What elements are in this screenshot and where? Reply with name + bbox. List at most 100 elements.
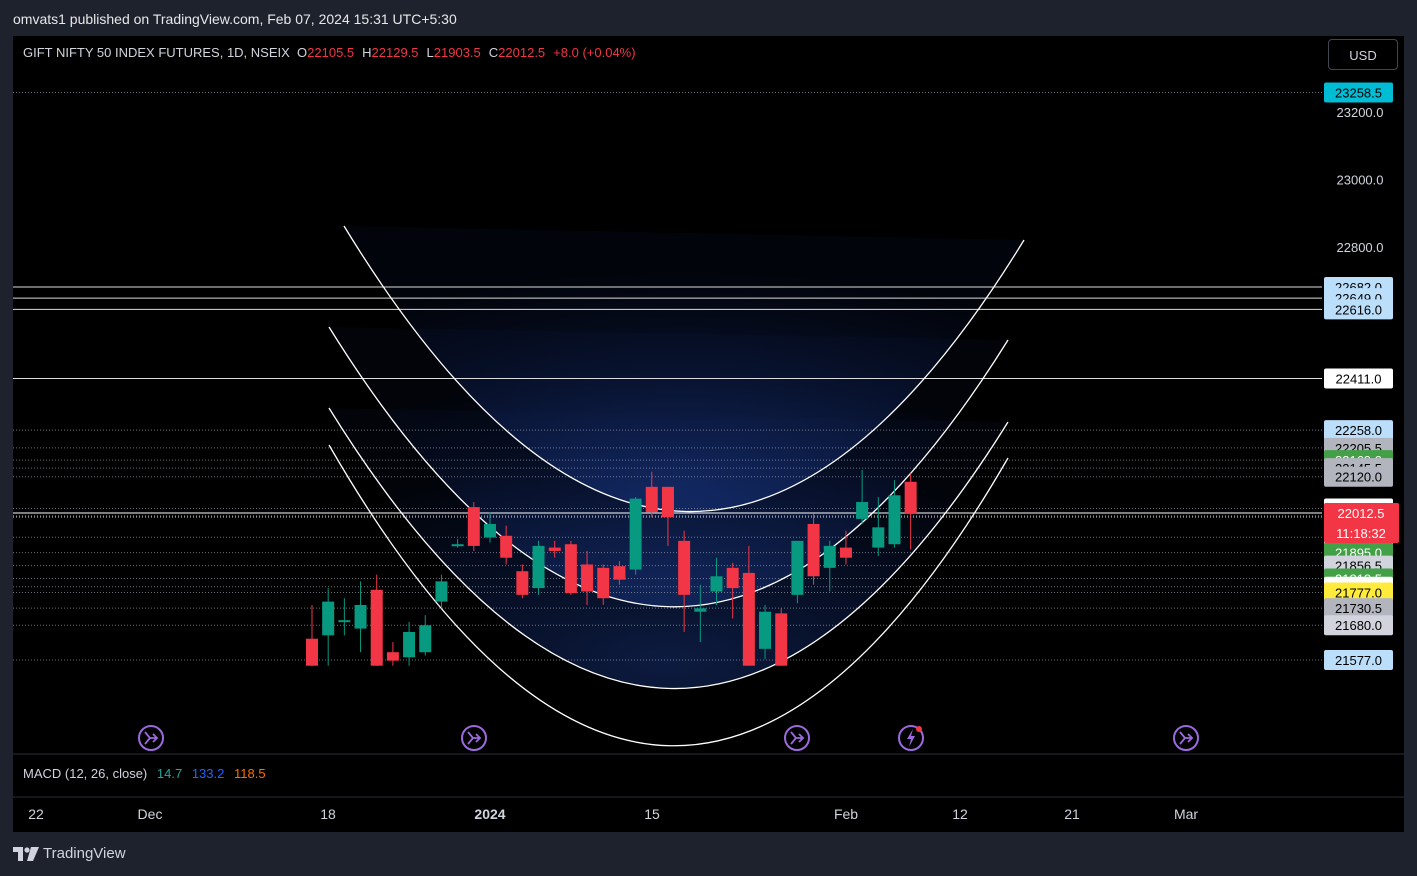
event-arrow-icon[interactable] [138, 725, 164, 751]
publisher-text: omvats1 published on TradingView.com, Fe… [13, 11, 457, 27]
candle[interactable] [856, 469, 869, 524]
price-label-text: 22411.0 [1335, 372, 1381, 387]
candle-body [839, 547, 852, 558]
candle-body [532, 545, 545, 589]
candle[interactable] [532, 540, 545, 595]
candle[interactable] [419, 615, 432, 656]
candle[interactable] [338, 598, 351, 636]
x-tick-label: Dec [138, 806, 163, 822]
candle[interactable] [403, 621, 416, 666]
x-tick-label: 18 [320, 806, 336, 822]
candle-body [742, 572, 755, 666]
candle-body [467, 507, 480, 546]
candle-body [904, 481, 917, 514]
candle-body [726, 567, 739, 589]
price-label-text: 23258.5 [1335, 85, 1382, 100]
candle[interactable] [904, 473, 917, 550]
macd-value-2: 133.2 [191, 766, 225, 781]
event-arrow-icon[interactable] [461, 725, 487, 751]
close-value: 22012.5 [498, 45, 546, 60]
event-lightning-icon[interactable] [898, 725, 924, 751]
candle-body [435, 581, 448, 602]
candle[interactable] [306, 604, 318, 666]
candle[interactable] [678, 530, 691, 632]
tradingview-brand: TradingView [43, 845, 126, 862]
candle-body [419, 625, 432, 653]
candle-body [564, 544, 577, 594]
price-label-text: 21577.0 [1335, 653, 1382, 668]
candle[interactable] [694, 584, 707, 643]
candle-body [581, 564, 594, 592]
candle-body [354, 604, 367, 629]
candle[interactable] [661, 486, 674, 546]
candle[interactable] [775, 608, 788, 666]
price-label-badge: 21577.0 [1324, 649, 1393, 670]
open-value: 22105.5 [307, 45, 355, 60]
channel-fill [329, 408, 1008, 689]
candle-body [694, 608, 707, 612]
candle[interactable] [548, 540, 561, 558]
candle-body [451, 544, 464, 547]
parabolic-arc [343, 225, 1025, 513]
candle-body [759, 611, 772, 649]
candle-body [338, 620, 351, 623]
price-label-badge: 21777.0 [1324, 582, 1393, 603]
low-label: L [426, 45, 434, 60]
candle[interactable] [354, 581, 367, 653]
candle-body [516, 571, 529, 595]
candle[interactable] [386, 642, 399, 666]
macd-legend: MACD (12, 26, close) 14.7 133.2 118.5 [23, 766, 272, 781]
candle[interactable] [500, 525, 513, 565]
header-bar: omvats1 published on TradingView.com, Fe… [0, 0, 1417, 36]
candle[interactable] [516, 564, 529, 599]
price-label-text: 22120.0 [1335, 470, 1382, 485]
candle[interactable] [823, 540, 836, 592]
candle-body [403, 631, 416, 658]
candle[interactable] [483, 512, 496, 543]
candle[interactable] [839, 530, 852, 565]
y-tick-label: 23200.0 [1337, 105, 1384, 120]
tradingview-logo[interactable]: TradingView [13, 845, 126, 862]
event-arrow-icon[interactable] [1173, 725, 1199, 751]
candle-body [500, 535, 513, 558]
symbol-name: GIFT NIFTY 50 INDEX FUTURES, 1D, NSEIX [23, 45, 290, 60]
candle[interactable] [759, 604, 772, 659]
candle[interactable] [807, 513, 820, 585]
candle[interactable] [629, 496, 642, 575]
candle-body [807, 523, 820, 577]
candle-body [613, 566, 626, 580]
candle[interactable] [791, 540, 804, 604]
currency-button[interactable]: USD [1328, 39, 1398, 70]
candle[interactable] [888, 480, 901, 548]
candle[interactable] [597, 564, 610, 605]
candle[interactable] [613, 561, 626, 585]
candle[interactable] [467, 502, 480, 551]
candle-body [645, 486, 658, 513]
candle-body [597, 567, 610, 599]
price-label-badge: 22411.0 [1324, 368, 1393, 389]
y-tick-label: 23000.0 [1337, 173, 1384, 188]
candle[interactable] [581, 550, 594, 605]
candle[interactable] [435, 574, 448, 609]
candle[interactable] [872, 496, 885, 557]
tradingview-logo-icon [13, 846, 39, 861]
candle[interactable] [742, 545, 755, 666]
candle[interactable] [645, 471, 658, 518]
price-label-text: 22616.0 [1335, 302, 1382, 317]
candle-body [678, 540, 691, 595]
candle[interactable] [322, 588, 335, 666]
candle[interactable] [710, 557, 723, 605]
candle[interactable] [451, 539, 464, 548]
candle[interactable] [726, 562, 739, 619]
price-label-text: 21680.0 [1335, 618, 1382, 633]
y-tick-label: 22800.0 [1337, 240, 1384, 255]
candle-body [322, 601, 335, 636]
price-label-text: 21777.0 [1335, 585, 1382, 600]
x-tick-label: Feb [834, 806, 858, 822]
candle-body [710, 576, 723, 592]
candle[interactable] [564, 540, 577, 595]
candle[interactable] [370, 574, 383, 666]
event-arrow-icon[interactable] [784, 725, 810, 751]
candle-body [370, 589, 383, 666]
